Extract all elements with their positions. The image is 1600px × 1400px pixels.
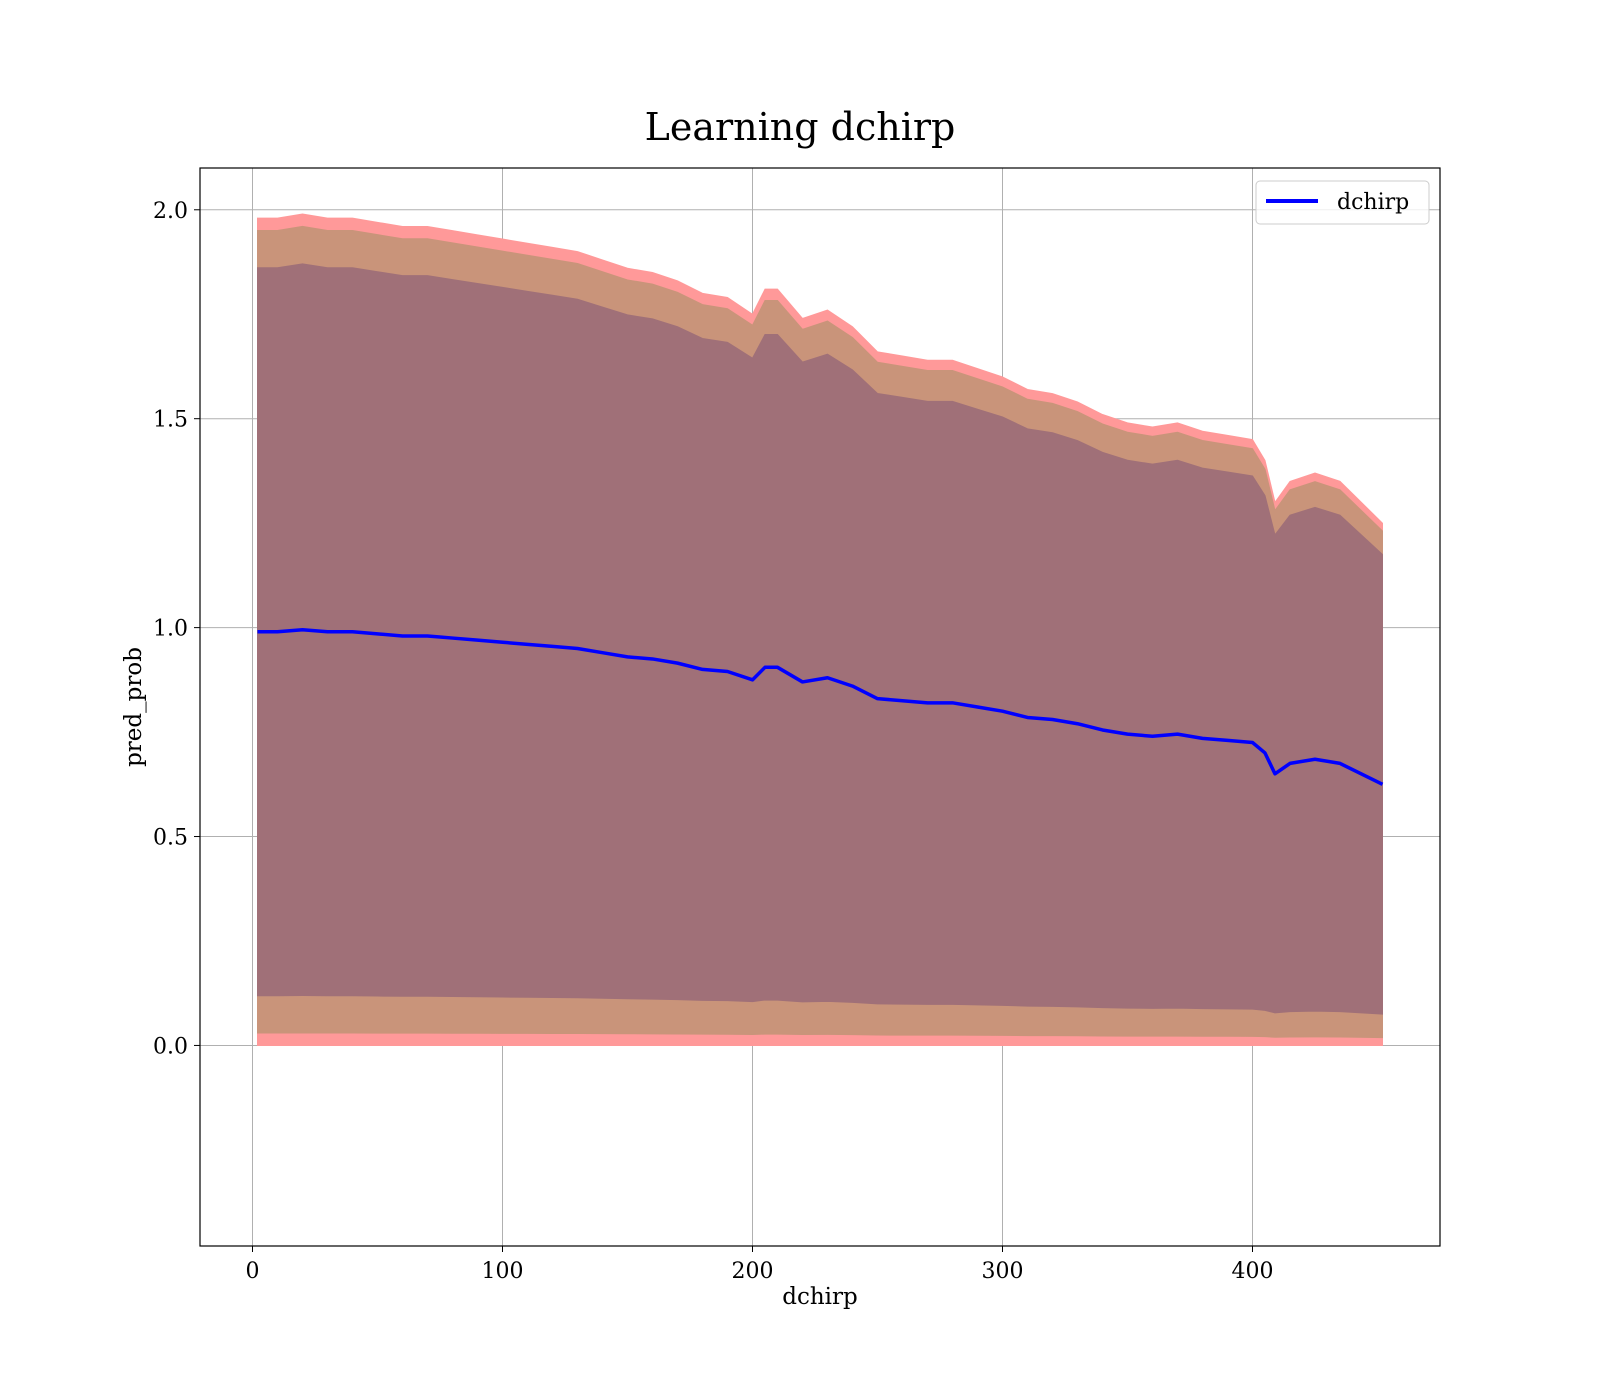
chart-title: Learning dchirp (645, 105, 956, 149)
x-tick-label: 400 (1232, 1259, 1274, 1284)
legend: dchirp (1255, 180, 1430, 225)
legend-box (1255, 180, 1430, 225)
series-lines (257, 627, 1384, 786)
x-axis-label: dchirp (782, 1284, 858, 1310)
y-tick-label: 0.5 (153, 826, 188, 851)
y-tick-label: 1.5 (153, 408, 188, 433)
y-tick-label: 0.0 (153, 1034, 188, 1059)
x-tick-label: 0 (246, 1259, 260, 1284)
confidence-bands (257, 213, 1383, 1046)
y-tick-label: 1.0 (153, 617, 188, 642)
series-line-dchirp (257, 627, 1384, 786)
band-inner (257, 263, 1383, 1015)
x-tick-label: 200 (732, 1259, 774, 1284)
y-axis-label: pred_prob (121, 647, 147, 767)
legend-label: dchirp (1337, 190, 1409, 215)
x-tick-label: 300 (982, 1259, 1024, 1284)
x-tick-label: 100 (482, 1259, 524, 1284)
x-axis: 0 100 200 300 400 (246, 1246, 1274, 1284)
y-tick-label: 2.0 (153, 199, 188, 224)
y-axis: 0.0 0.5 1.0 1.5 2.0 (153, 199, 200, 1059)
plot-frame (199, 167, 1441, 1247)
